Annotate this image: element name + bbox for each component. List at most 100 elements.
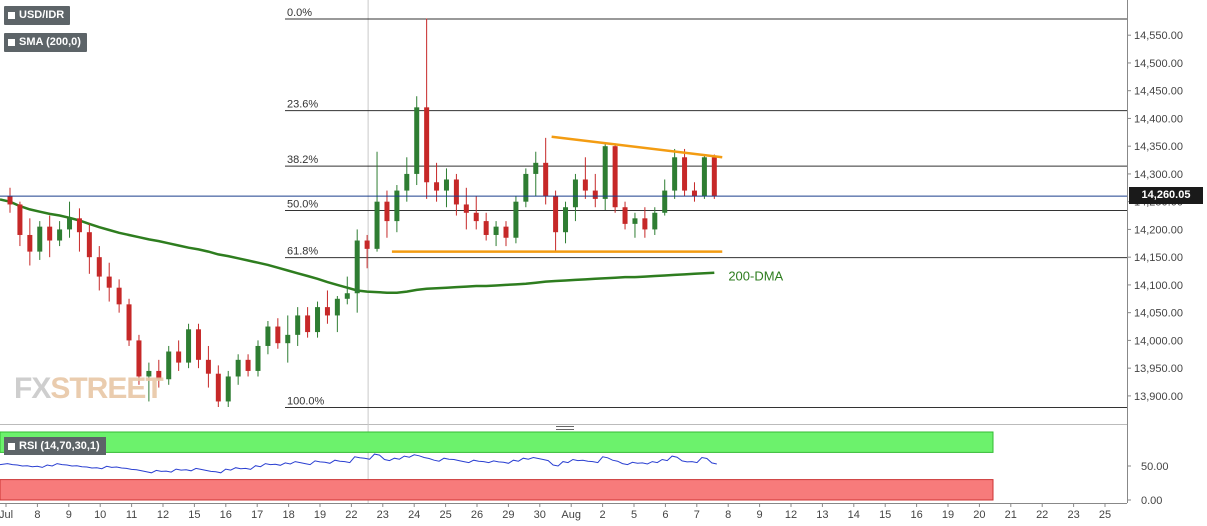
candle-body <box>563 207 569 233</box>
x-tick-label: 20 <box>973 509 985 521</box>
candle-body <box>642 218 648 230</box>
y-tick-label: 14,550.00 <box>1134 30 1183 42</box>
logo-street: STREET <box>50 372 163 405</box>
candle-body <box>523 173 529 202</box>
rsi-tick-label: 50.00 <box>1141 461 1169 473</box>
candle-body <box>215 373 221 402</box>
candle-body <box>305 315 311 333</box>
symbol-badge[interactable]: USD/IDR <box>4 6 71 25</box>
logo-fx: FX <box>14 372 51 405</box>
candle-body <box>404 173 410 191</box>
candle-body <box>553 196 559 233</box>
x-tick-label: 5 <box>631 509 637 521</box>
candle-body <box>592 190 598 199</box>
candle-body <box>334 298 340 316</box>
candle-body <box>324 307 330 316</box>
x-tick-label: 24 <box>408 509 420 521</box>
candle-body <box>17 204 23 235</box>
candle-body <box>295 315 301 335</box>
x-tick-label: 19 <box>942 509 954 521</box>
candle-body <box>691 190 697 197</box>
candle-body <box>76 218 82 233</box>
candle-body <box>434 182 440 191</box>
y-tick-label: 14,350.00 <box>1134 141 1183 153</box>
y-tick-label: 14,150.00 <box>1134 252 1183 264</box>
candle-body <box>682 157 688 191</box>
candle-body <box>27 234 33 252</box>
candle-body <box>652 212 658 230</box>
x-tick-label: 23 <box>1067 509 1079 521</box>
y-tick-label: 14,300.00 <box>1134 169 1183 181</box>
last-price-tag: 14,260.05 <box>1129 187 1203 204</box>
x-tick-label: 8 <box>34 509 40 521</box>
x-tick-label: 15 <box>188 509 200 521</box>
candle-body <box>701 157 707 197</box>
candle-body <box>364 240 370 249</box>
candle-body <box>57 229 63 241</box>
x-tick-label: 25 <box>1099 509 1111 521</box>
candle-body <box>156 370 162 380</box>
fib-label: 50.0% <box>287 199 318 211</box>
candle-body <box>265 326 271 346</box>
rsi-square-icon <box>8 442 15 450</box>
x-tick-label: 16 <box>910 509 922 521</box>
candle-body <box>493 226 499 235</box>
rsi-badge[interactable]: RSI (14,70,30,1) <box>4 437 106 455</box>
x-tick-label: 30 <box>534 509 546 521</box>
x-tick-label: 9 <box>757 509 763 521</box>
x-tick-label: 18 <box>282 509 294 521</box>
candle-body <box>533 162 539 174</box>
fib-label: 100.0% <box>287 396 325 408</box>
candle-body <box>463 204 469 213</box>
x-tick-label: 29 <box>502 509 514 521</box>
candle-body <box>47 226 53 241</box>
candle-body <box>414 107 420 174</box>
resistance-trendline <box>551 135 723 159</box>
x-tick-label: 8 <box>725 509 731 521</box>
x-tick-label: Aug <box>561 509 581 521</box>
x-tick-label: 22 <box>1036 509 1048 521</box>
rsi-oversold-zone <box>0 479 994 501</box>
candle-body <box>711 157 717 197</box>
candle-body <box>662 190 668 213</box>
candle-body <box>672 157 678 191</box>
x-tick-label: 23 <box>377 509 389 521</box>
indicator-square-icon <box>8 38 15 46</box>
candle-body <box>315 307 321 333</box>
x-tick-label: 26 <box>471 509 483 521</box>
candle-body <box>612 146 618 208</box>
x-tick-label: 16 <box>220 509 232 521</box>
candle-body <box>513 201 519 238</box>
candle-body <box>186 329 192 363</box>
candle-body <box>96 257 102 277</box>
candle-body <box>116 287 122 305</box>
symbol-square-icon <box>8 11 15 19</box>
candle-body <box>195 329 201 360</box>
candle-body <box>67 218 73 230</box>
fib-label: 23.6% <box>287 99 318 111</box>
x-tick-label: 21 <box>1005 509 1017 521</box>
x-tick-label: 12 <box>157 509 169 521</box>
candle-body <box>374 201 380 249</box>
candle-body <box>255 345 261 371</box>
candle-body <box>394 190 400 222</box>
y-tick-label: 13,900.00 <box>1134 391 1183 403</box>
x-tick-label: 12 <box>785 509 797 521</box>
candle-body <box>235 359 241 377</box>
y-tick-label: 14,100.00 <box>1134 280 1183 292</box>
y-tick-label: 14,000.00 <box>1134 335 1183 347</box>
candle-body <box>632 218 638 224</box>
x-tick-label: 10 <box>94 509 106 521</box>
candle-body <box>602 146 608 199</box>
rsi-overbought-zone <box>0 431 994 453</box>
y-tick-label: 13,950.00 <box>1134 363 1183 375</box>
candle-body <box>622 207 628 224</box>
x-tick-label: 19 <box>314 509 326 521</box>
x-tick-label: 11 <box>126 509 137 521</box>
y-tick-label: 14,450.00 <box>1134 86 1183 98</box>
x-tick-label: 25 <box>439 509 451 521</box>
x-tick-label: 9 <box>66 509 72 521</box>
indicator-badge[interactable]: SMA (200,0) <box>4 33 87 52</box>
candle-body <box>344 293 350 299</box>
